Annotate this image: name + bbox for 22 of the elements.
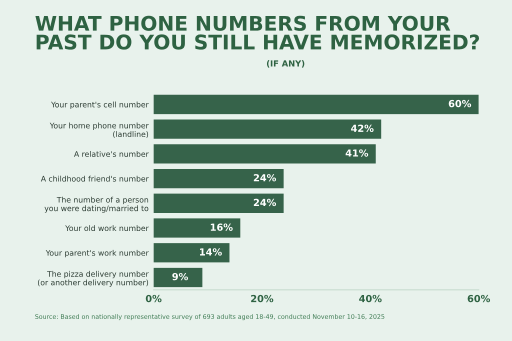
bar xyxy=(154,268,202,288)
x-tick-label: 60% xyxy=(468,294,490,302)
data-label: 24% xyxy=(254,198,276,206)
data-label: 60% xyxy=(448,100,472,108)
data-label: 24% xyxy=(254,174,276,182)
data-label: 41% xyxy=(346,149,368,157)
bar xyxy=(154,218,240,238)
bar xyxy=(154,168,284,188)
chart-title: WHAT PHONE NUMBERS FROM YOUR PAST DO YOU STILL HAVE MEMORIZED? xyxy=(35,16,480,50)
data-label: 14% xyxy=(200,248,222,256)
x-tick-label: 40% xyxy=(359,294,382,302)
bar xyxy=(154,194,284,213)
data-label: 9% xyxy=(172,272,188,280)
bar xyxy=(154,94,479,114)
x-tick-label: 20% xyxy=(251,294,274,302)
bar xyxy=(154,120,382,139)
bar xyxy=(154,144,376,164)
chart-subtitle: (IF ANY) xyxy=(266,60,304,68)
x-tick-label: 0% xyxy=(146,294,162,302)
data-label: 42% xyxy=(351,124,374,132)
bar xyxy=(154,243,230,262)
data-label: 16% xyxy=(210,224,233,231)
